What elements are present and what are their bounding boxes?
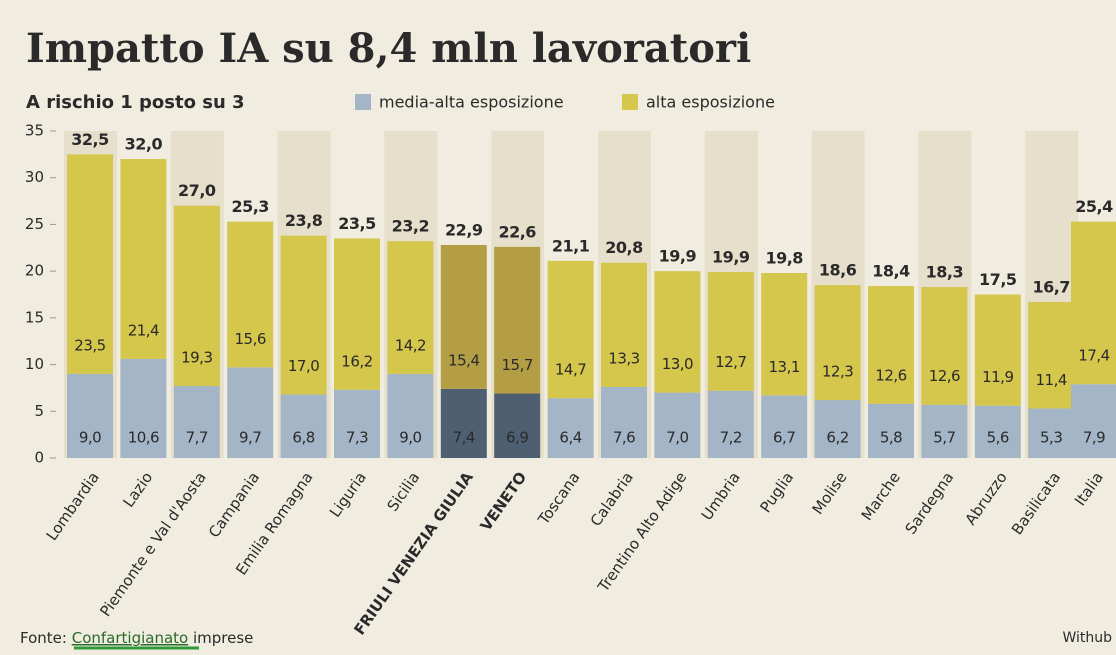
total-label: 25,4 [1075,197,1113,216]
total-label: 22,9 [445,220,483,239]
total-label: 19,9 [712,248,750,267]
segment-label: 12,3 [822,363,853,381]
segment-label: 10,6 [128,429,159,447]
segment-label: 7,3 [346,429,368,447]
segment-label: 6,8 [292,429,314,447]
total-label: 16,7 [1032,277,1069,296]
source-suffix: imprese [193,629,253,647]
y-tick-label: 25 [25,215,44,233]
legend-swatch [355,94,371,110]
segment-label: 6,7 [773,429,795,447]
segment-label: 17,0 [288,357,319,375]
segment-label: 5,8 [880,429,902,447]
segment-label: 12,7 [715,353,746,371]
bar-segment [654,271,700,392]
bar-segment [494,394,540,458]
bar-segment [708,272,754,391]
y-tick-label: 35 [25,122,44,140]
segment-label: 7,0 [666,429,688,447]
segment-label: 13,3 [608,349,639,367]
total-label: 32,5 [71,130,109,149]
total-label: 21,1 [552,236,590,255]
segment-label: 6,9 [506,429,528,447]
bar-segment [975,295,1021,406]
segment-label: 15,7 [501,356,532,374]
total-label: 17,5 [979,270,1017,289]
segment-label: 6,4 [559,429,581,447]
bar-segment [761,273,807,395]
total-label: 18,6 [819,261,857,280]
source-prefix: Fonte: [20,629,67,647]
total-label: 23,8 [285,211,323,230]
total-label: 20,8 [605,238,643,257]
y-tick-label: 0 [34,449,44,467]
bar-segment [1028,302,1074,409]
y-tick-label: 30 [25,168,44,186]
segment-label: 12,6 [929,367,960,385]
bar-segment [654,393,700,458]
legend-swatch [622,94,638,110]
total-label: 19,8 [765,249,803,268]
total-label: 19,9 [659,247,697,266]
bar-segment [601,263,647,387]
total-label: 23,5 [338,214,376,233]
bar-segment [1071,384,1116,458]
y-tick-label: 5 [34,402,44,420]
source: Fonte: Confartigianato imprese [20,629,253,647]
bar-segment [868,286,914,404]
segment-label: 21,4 [128,321,159,339]
segment-label: 15,6 [234,330,265,348]
source-name[interactable]: Confartigianato [72,629,188,647]
bar-segment [281,394,327,458]
segment-label: 14,7 [555,361,586,379]
segment-label: 13,0 [662,355,693,373]
chart-title: Impatto IA su 8,4 mln lavoratori [26,25,751,72]
bar-segment [761,395,807,458]
total-label: 25,3 [231,197,268,216]
segment-label: 5,7 [933,429,955,447]
segment-label: 7,2 [720,429,742,447]
legend-label: alta esposizione [646,93,775,112]
total-label: 22,6 [498,222,536,241]
total-label: 18,3 [926,263,963,282]
segment-label: 7,4 [453,429,475,447]
segment-label: 11,4 [1035,371,1066,389]
total-label: 18,4 [872,262,910,281]
bar-segment [601,387,647,458]
chart: Impatto IA su 8,4 mln lavoratori A risch… [0,0,1116,655]
segment-label: 7,9 [1083,429,1105,447]
segment-label: 7,6 [613,429,635,447]
segment-label: 23,5 [74,336,105,354]
segment-label: 5,3 [1040,429,1062,447]
legend-label: media-alta esposizione [379,93,564,112]
segment-label: 11,9 [982,368,1013,386]
bar-segment [334,390,380,458]
segment-label: 16,2 [341,352,372,370]
bar-segment [708,391,754,458]
chart-subtitle: A rischio 1 posto su 3 [26,92,245,113]
segment-label: 19,3 [181,349,212,367]
segment-label: 9,7 [239,429,261,447]
segment-label: 14,2 [395,336,426,354]
y-tick-label: 10 [25,355,44,373]
bar-segment [174,386,220,458]
credit: Withub [1062,630,1112,646]
bar-segment [815,285,861,400]
segment-label: 17,4 [1078,347,1109,365]
segment-label: 12,6 [875,366,906,384]
bar-segment [441,389,487,458]
total-label: 23,2 [392,217,429,236]
segment-label: 6,2 [826,429,848,447]
total-label: 27,0 [178,181,216,200]
y-tick-label: 20 [25,262,44,280]
segment-label: 9,0 [79,429,101,447]
segment-label: 15,4 [448,351,479,369]
bar-segment [921,287,967,405]
y-tick-label: 15 [25,308,44,326]
total-label: 32,0 [125,135,163,154]
segment-label: 9,0 [399,429,421,447]
segment-label: 13,1 [768,358,799,376]
segment-label: 7,7 [186,429,208,447]
segment-label: 5,6 [987,429,1009,447]
